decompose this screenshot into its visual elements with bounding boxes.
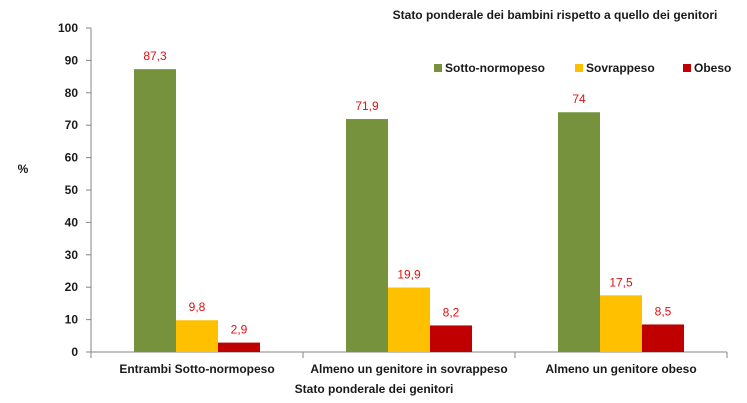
data-label: 74 xyxy=(572,92,586,106)
legend-label: Sovrappeso xyxy=(586,61,655,75)
legend-label: Sotto-normopeso xyxy=(445,61,545,75)
data-label: 9,8 xyxy=(189,300,206,314)
bar xyxy=(346,119,388,352)
y-tick-label: 80 xyxy=(65,86,79,100)
chart-title: Stato ponderale dei bambini rispetto a q… xyxy=(393,8,718,22)
y-tick-label: 100 xyxy=(58,21,78,35)
y-tick-label: 20 xyxy=(65,280,79,294)
axes: 0 10 20 30 40 50 60 70 80 90 100 Entrambi Sotto-nor… xyxy=(58,21,728,376)
data-label: 2,9 xyxy=(231,323,248,337)
x-axis-label: Stato ponderale dei genitori xyxy=(295,382,454,396)
bar xyxy=(558,112,600,353)
x-tick-label: Entrambi Sotto-normopeso xyxy=(119,362,274,376)
y-tick-label: 40 xyxy=(65,215,79,229)
bar xyxy=(218,342,260,352)
legend-label: Obeso xyxy=(694,61,731,75)
x-tick-label: Almeno un genitore in sovrappeso xyxy=(310,362,507,376)
bar xyxy=(176,320,218,352)
data-label: 8,5 xyxy=(655,304,672,318)
data-label: 17,5 xyxy=(609,275,633,289)
data-label: 71,9 xyxy=(355,99,379,113)
y-tick-label: 90 xyxy=(65,53,79,67)
y-tick-label: 0 xyxy=(71,345,78,359)
data-label: 8,2 xyxy=(443,305,460,319)
y-tick-label: 70 xyxy=(65,118,79,132)
bar xyxy=(642,324,684,352)
bar xyxy=(134,69,176,352)
y-tick-label: 60 xyxy=(65,151,79,165)
x-tick-label: Almeno un genitore obeso xyxy=(545,362,696,376)
y-tick-label: 50 xyxy=(65,183,79,197)
legend-swatch xyxy=(575,64,583,72)
legend-swatch xyxy=(434,64,442,72)
legend: Sotto-normopeso Sovrappeso Obeso xyxy=(434,61,731,75)
y-tick-label: 30 xyxy=(65,248,79,262)
bar xyxy=(430,325,472,352)
bar xyxy=(600,295,642,352)
data-label: 87,3 xyxy=(143,49,167,63)
data-label: 19,9 xyxy=(397,268,421,282)
bars: 87,3 71,9 74 9,8 19,9 17,5 2,9 8,2 8,5 xyxy=(134,49,684,353)
bar xyxy=(388,287,430,352)
y-tick-label: 10 xyxy=(65,313,79,327)
y-axis-label: % xyxy=(18,162,29,176)
legend-swatch xyxy=(683,64,691,72)
